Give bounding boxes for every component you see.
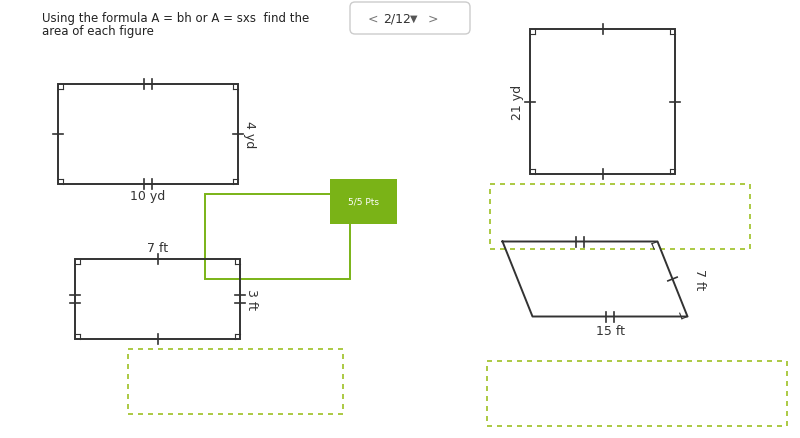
Text: 4 yd: 4 yd [243,121,256,148]
Text: 2/12: 2/12 [383,12,411,25]
Text: >: > [428,12,438,25]
Text: ▼: ▼ [410,14,418,24]
Bar [487,361,787,426]
Text: 3 ft: 3 ft [245,289,258,310]
Text: 5/5 Pts: 5/5 Pts [348,198,379,207]
Bar [58,85,238,184]
Bar [490,184,750,249]
Bar [205,194,350,279]
Text: Using the formula A = bh or A = sxs  find the: Using the formula A = bh or A = sxs find… [42,12,310,25]
Text: 10 yd: 10 yd [130,190,166,202]
Text: <: < [368,12,378,25]
Text: 21 yd: 21 yd [511,85,524,120]
Text: area of each figure: area of each figure [42,25,154,38]
Bar [75,259,240,339]
Text: 15 ft: 15 ft [595,325,625,338]
Text: 7 ft: 7 ft [147,241,168,254]
Bar [128,349,343,414]
Text: 7 ft: 7 ft [694,269,706,290]
FancyBboxPatch shape [350,3,470,35]
Bar [530,30,675,175]
